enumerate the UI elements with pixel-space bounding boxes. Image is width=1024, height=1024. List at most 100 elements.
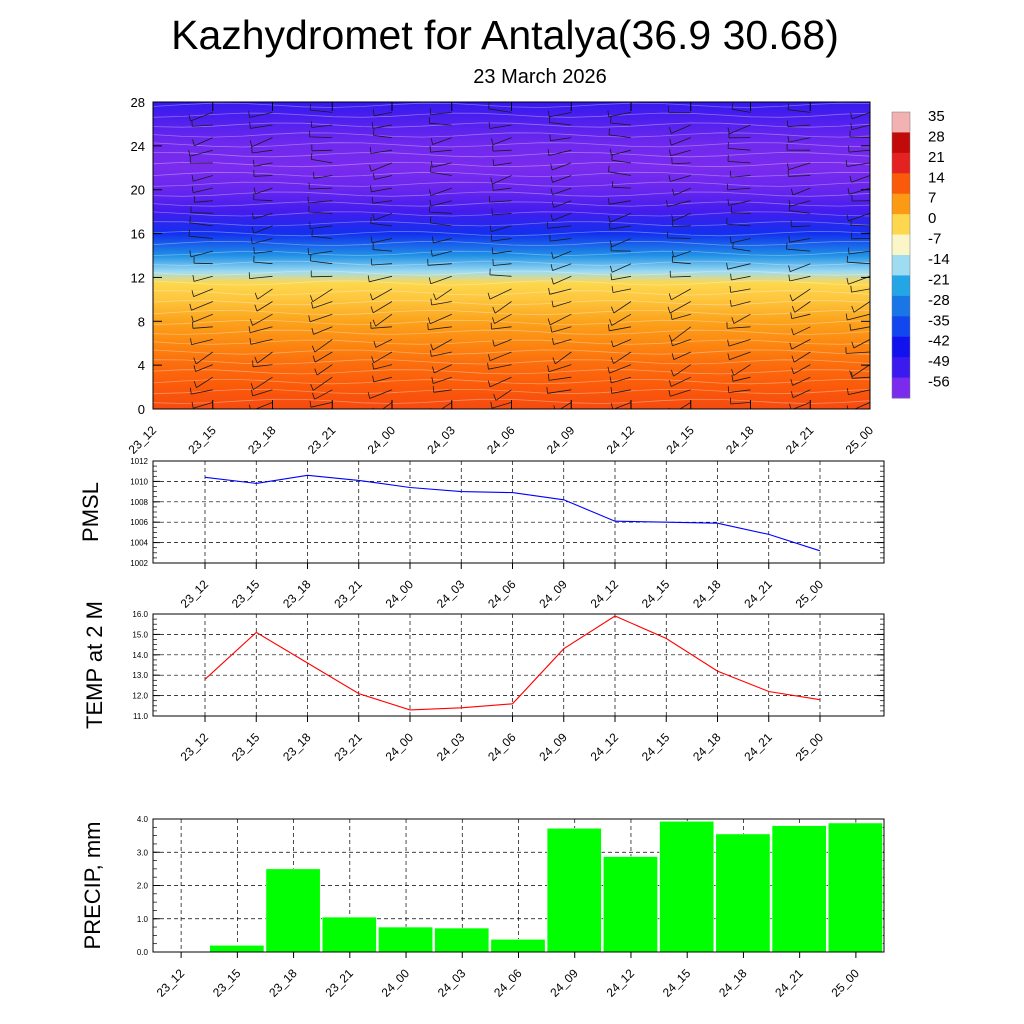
wind-barb xyxy=(310,288,333,303)
wind-barb xyxy=(312,351,333,363)
wind-barb xyxy=(671,250,691,258)
wind-barb xyxy=(429,108,452,115)
wind-barb xyxy=(851,301,870,313)
precip-bar xyxy=(828,822,883,953)
wind-barb xyxy=(790,376,811,386)
wind-barb xyxy=(249,122,273,129)
wind-barb xyxy=(430,160,452,168)
x-tick-label: 24_18 xyxy=(690,730,724,764)
wind-barb xyxy=(249,137,273,148)
wind-barb xyxy=(788,263,811,272)
contour-line xyxy=(153,112,870,118)
wind-barb xyxy=(309,222,333,229)
wind-barb xyxy=(672,220,691,227)
wind-barb xyxy=(787,120,811,128)
wind-barb xyxy=(669,270,691,278)
wind-barb xyxy=(850,285,870,293)
x-tick-label: 24_03 xyxy=(434,730,468,764)
wind-barb xyxy=(729,300,751,307)
chart-frame xyxy=(152,613,885,717)
wind-barb xyxy=(549,234,572,242)
page-title: Kazhydromet for Antalya(36.9 30.68) xyxy=(171,12,839,58)
wind-barb xyxy=(551,275,572,285)
wind-barb xyxy=(192,275,213,282)
y-tick-label: 4 xyxy=(138,358,145,373)
wind-barb xyxy=(312,389,333,400)
wind-barb xyxy=(430,298,452,306)
x-tick-label: 23_21 xyxy=(305,423,339,457)
wind-barb xyxy=(311,301,333,309)
wind-barb xyxy=(313,171,333,179)
wind-barb xyxy=(667,301,691,314)
contour-line xyxy=(153,142,870,148)
x-tick-label: 24_15 xyxy=(663,423,697,457)
y-tick-label: 4.0 xyxy=(137,815,149,824)
wind-barb xyxy=(310,153,333,164)
wind-barb xyxy=(191,174,213,182)
contour-line xyxy=(153,379,870,385)
y-tick-label: 1004 xyxy=(130,539,148,548)
colorbar-label: 21 xyxy=(928,149,945,166)
wind-barb xyxy=(791,301,811,313)
wind-barb xyxy=(248,111,273,118)
precip-bar xyxy=(378,926,433,953)
wind-barb xyxy=(153,301,154,302)
x-tick-label: 24_03 xyxy=(424,423,458,457)
wind-barb xyxy=(610,273,632,281)
wind-barb xyxy=(370,185,393,193)
wind-barb xyxy=(552,351,572,365)
wind-barb xyxy=(309,400,333,408)
x-tick-label: 24_18 xyxy=(716,966,750,1000)
wind-barb xyxy=(488,122,512,129)
wind-barb xyxy=(730,206,751,214)
wind-barb xyxy=(372,212,393,221)
colorbar-label: -56 xyxy=(928,374,950,391)
wind-barb xyxy=(254,351,273,364)
wind-barb xyxy=(849,130,870,138)
x-tick-label: 23_12 xyxy=(178,730,212,764)
wind-barb xyxy=(431,236,452,244)
y-tick-label: 16 xyxy=(131,227,145,242)
x-tick-label: 23_12 xyxy=(126,423,160,457)
wind-barb xyxy=(371,196,393,204)
precip-bar xyxy=(659,821,715,953)
wind-barb xyxy=(193,351,214,365)
y-tick-label: 13.0 xyxy=(132,671,148,680)
x-tick-label: 24_21 xyxy=(741,577,775,611)
temp2m-chart: 23_12 23_15 23_18 23_21 24_00 24_03 24_06 24_09… xyxy=(82,601,885,764)
contour-line xyxy=(153,309,870,316)
wind-barb xyxy=(190,387,213,395)
wind-barb xyxy=(848,145,870,153)
wind-barb xyxy=(429,187,452,196)
wind-barb xyxy=(850,123,870,130)
wind-barb xyxy=(788,199,811,207)
wind-barb xyxy=(668,106,691,113)
wind-barb xyxy=(153,251,154,252)
wind-barb xyxy=(611,339,632,348)
wind-barb xyxy=(846,255,870,265)
cross-section-chart: 0 4 8 12 16 20 24 28 23_12 23_15 23_18 23_21 24_00 24… xyxy=(126,95,877,457)
y-tick-label: 8 xyxy=(138,314,145,329)
x-tick-label: 24_00 xyxy=(379,966,413,1000)
wind-barb xyxy=(369,147,393,154)
wind-barb xyxy=(851,232,870,240)
wind-barb xyxy=(429,145,452,153)
y-axis-label: PMSL xyxy=(78,482,103,542)
wind-barb xyxy=(548,374,572,381)
wind-barb xyxy=(790,220,811,228)
wind-barb xyxy=(153,263,154,264)
wind-barb xyxy=(668,175,691,182)
colorbar-swatch xyxy=(892,132,910,154)
wind-barb xyxy=(430,249,452,257)
wind-barb xyxy=(730,170,751,178)
x-tick-label: 23_12 xyxy=(178,577,212,611)
wind-barb xyxy=(847,187,870,195)
wind-barb xyxy=(252,360,273,368)
wind-barb xyxy=(188,112,213,122)
x-tick-label: 24_00 xyxy=(383,577,417,611)
colorbar-label: 35 xyxy=(928,108,945,125)
wind-barb xyxy=(370,288,393,301)
wind-barb xyxy=(547,149,572,156)
wind-barb xyxy=(788,274,811,282)
